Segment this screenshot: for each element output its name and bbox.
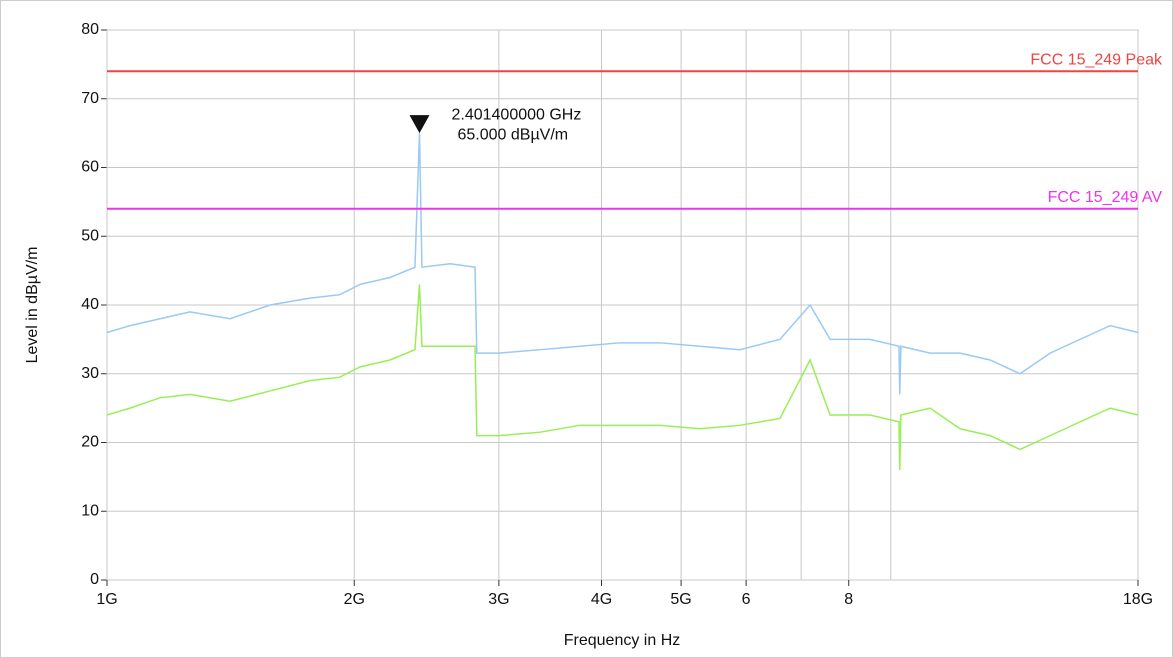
marker [409,115,430,134]
y-tick-label: 70 [81,90,99,107]
y-tick-label: 20 [81,434,99,451]
y-tick-label: 60 [81,159,99,176]
y-tick-label: 10 [81,502,99,519]
x-axis-label: Frequency in Hz [564,632,681,649]
limit-label: FCC 15_249 Peak [1030,51,1163,68]
y-tick-label: 50 [81,227,99,244]
y-axis-label: Level in dBµV/m [24,247,41,364]
x-tick-label: 4G [591,591,612,608]
trace [106,284,1139,471]
x-tick-label: 3G [488,591,509,608]
y-tick-label: 80 [81,21,99,38]
trace [106,133,1139,395]
x-tick-label: 5G [670,591,691,608]
x-tick-label: 8 [844,591,853,608]
x-tick-label: 18G [1123,591,1153,608]
y-tick-label: 40 [81,296,99,313]
x-tick-label: 2G [344,591,365,608]
limit-label: FCC 15_249 AV [1048,189,1163,206]
marker-label: 2.401400000 GHz [451,106,581,123]
marker-label: 65.000 dBµV/m [457,126,568,143]
x-tick-label: 6 [742,591,751,608]
x-tick-label: 1G [96,591,117,608]
y-tick-label: 0 [90,571,99,588]
y-tick-label: 30 [81,365,99,382]
